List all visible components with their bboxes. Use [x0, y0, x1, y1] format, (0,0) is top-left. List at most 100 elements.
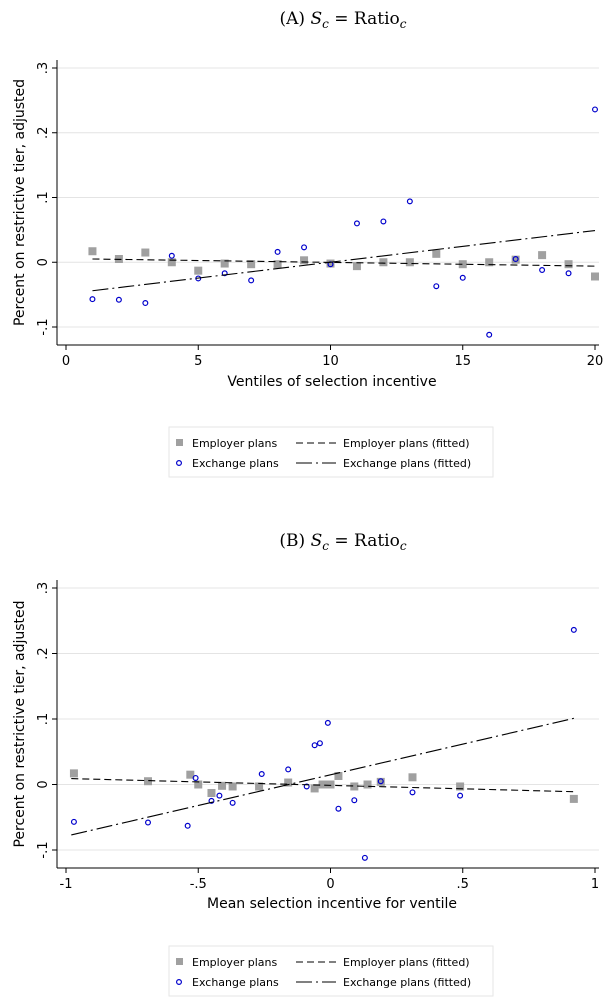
- data-point-circle: [221, 270, 228, 277]
- y-tick-label: .3: [36, 582, 51, 594]
- data-point-square: [456, 782, 465, 791]
- fitted-line: [92, 229, 596, 292]
- data-point-square: [284, 778, 293, 787]
- series-employer-plans: [88, 247, 599, 281]
- data-point-square: [194, 266, 203, 275]
- chart-title: (A) Sc = Ratioc: [280, 9, 407, 31]
- data-point-circle: [303, 783, 310, 790]
- title-variable-subscript: c: [322, 17, 329, 31]
- legend-square-icon: [176, 439, 183, 446]
- fitted-line: [71, 778, 574, 793]
- data-point-circle: [486, 331, 493, 338]
- legend-label: Exchange plans: [192, 976, 279, 989]
- legend-label: Exchange plans (fitted): [343, 976, 471, 989]
- data-point-circle: [89, 296, 96, 303]
- data-point-circle: [208, 797, 215, 804]
- legend-box: [168, 945, 494, 997]
- data-point-square: [186, 770, 195, 779]
- title-prefix: (A): [280, 9, 306, 29]
- x-tick-label: 5: [194, 354, 202, 369]
- series-exchange-plans-fitted: [92, 229, 596, 292]
- data-point-circle: [70, 818, 77, 825]
- legend-label: Employer plans: [192, 437, 277, 450]
- data-point-square: [255, 782, 264, 791]
- data-point-circle: [351, 797, 358, 804]
- x-tick-label: -.5: [190, 877, 207, 892]
- title-variable: S: [310, 9, 322, 29]
- y-tick-label: 0: [36, 258, 51, 266]
- title-prefix: (B): [279, 531, 305, 551]
- series-employer-plans-fitted: [92, 258, 596, 267]
- legend-square-icon: [176, 958, 183, 965]
- series-employer-plans: [69, 769, 578, 803]
- data-point-circle: [380, 218, 387, 225]
- legend-label: Employer plans: [192, 956, 277, 969]
- x-tick-label: 10: [322, 354, 339, 369]
- y-tick-label: .3: [36, 62, 51, 74]
- data-point-square: [273, 260, 282, 269]
- data-point-square: [350, 782, 359, 791]
- data-point-circle: [591, 106, 598, 113]
- data-point-square: [379, 258, 388, 267]
- data-point-square: [352, 262, 361, 271]
- data-point-square: [141, 248, 150, 257]
- data-point-square: [228, 782, 237, 791]
- data-point-square: [218, 781, 227, 790]
- data-point-circle: [570, 626, 577, 633]
- y-axis-label: Percent on restrictive tier, adjusted: [12, 600, 28, 847]
- data-point-square: [310, 784, 319, 793]
- data-point-circle: [142, 300, 149, 307]
- data-point-circle: [433, 283, 440, 290]
- legend-item: Exchange plans (fitted): [296, 976, 471, 989]
- y-tick-label: -.1: [36, 318, 51, 335]
- data-point-circle: [229, 799, 236, 806]
- title-equation: = Ratio: [329, 531, 400, 551]
- title-variable: S: [311, 531, 323, 551]
- data-point-circle: [216, 792, 223, 799]
- legend-label: Exchange plans: [192, 457, 279, 470]
- data-point-circle: [335, 805, 342, 812]
- data-point-square: [458, 260, 467, 269]
- chart-panel-a: (A) Sc = Ratioc -.1 0 .1 .2 .3 0 5 10 15 20 Ventile…: [12, 9, 604, 478]
- data-point-circle: [406, 198, 413, 205]
- data-point-circle: [144, 819, 151, 826]
- data-point-square: [591, 272, 599, 281]
- y-tick-label: .1: [36, 191, 51, 203]
- series-employer-plans-fitted: [71, 778, 574, 793]
- data-point-circle: [565, 270, 572, 277]
- data-point-circle: [512, 256, 519, 263]
- fitted-line: [71, 717, 574, 836]
- data-point-square: [405, 258, 414, 267]
- chart-panel-b: (B) Sc = Ratioc -.1 0 .1 .2 .3 -1 -.5 0 .5 1 Mean s…: [12, 531, 599, 997]
- legend-item: Exchange plans (fitted): [296, 457, 471, 470]
- data-point-square: [363, 780, 372, 789]
- data-point-square: [220, 259, 229, 268]
- legend-item: Exchange plans: [176, 457, 279, 470]
- data-point-circle: [377, 778, 384, 785]
- data-point-square: [88, 247, 97, 256]
- data-point-circle: [168, 252, 175, 259]
- data-point-square: [538, 251, 547, 260]
- data-point-square: [247, 260, 256, 269]
- x-tick-label: 15: [454, 354, 471, 369]
- data-point-circle: [316, 740, 323, 747]
- legend-item: Exchange plans: [176, 976, 279, 989]
- x-tick-label: 20: [587, 354, 604, 369]
- legend-circle-icon: [176, 460, 183, 467]
- data-point-circle: [115, 296, 122, 303]
- data-point-square: [569, 794, 578, 803]
- x-axis-label: Ventiles of selection incentive: [227, 374, 436, 390]
- data-point-square: [485, 258, 494, 267]
- series-exchange-plans: [70, 626, 577, 861]
- legend: Employer plans Employer plans (fitted) Exc…: [168, 426, 494, 478]
- title-variable-subscript: c: [322, 539, 329, 553]
- data-point-square: [143, 777, 152, 786]
- legend-label: Employer plans (fitted): [343, 956, 470, 969]
- data-point-circle: [311, 742, 318, 749]
- chart-title: (B) Sc = Ratioc: [279, 531, 406, 553]
- title-equation: = Ratio: [329, 9, 400, 29]
- data-point-square: [511, 255, 520, 264]
- data-point-circle: [459, 274, 466, 281]
- data-point-circle: [539, 267, 546, 274]
